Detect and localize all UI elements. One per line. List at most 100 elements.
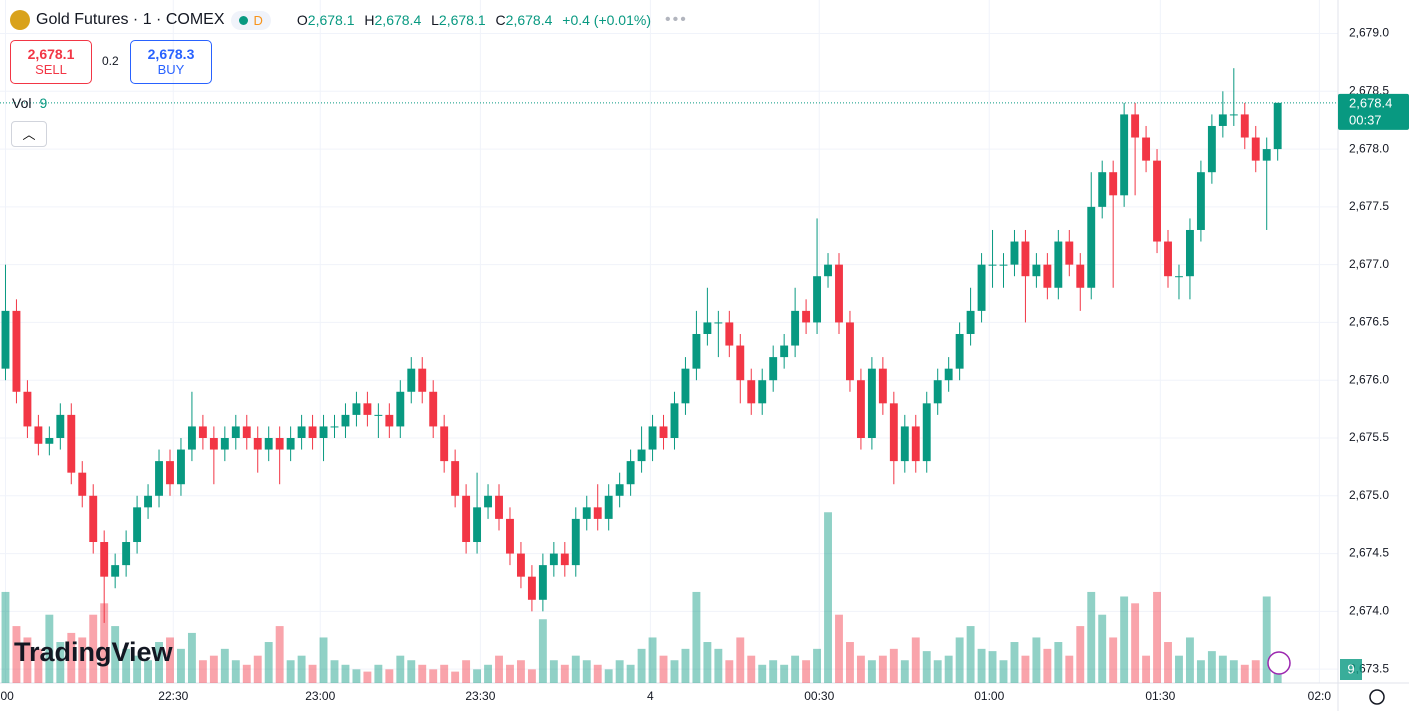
candle-body xyxy=(1196,172,1205,230)
candle-body xyxy=(516,553,525,577)
sell-label: SELL xyxy=(35,62,67,77)
candle-body xyxy=(67,414,76,473)
candle-body xyxy=(1087,206,1096,288)
candle-body xyxy=(527,576,536,600)
status-pill[interactable]: D xyxy=(230,10,271,30)
candle-body xyxy=(1251,137,1260,161)
volume-bar xyxy=(418,664,427,683)
volume-bar xyxy=(462,660,471,683)
candle-body xyxy=(1076,264,1085,288)
x-tick-label: 22:30 xyxy=(158,689,188,703)
candle-body xyxy=(495,495,503,519)
volume-bar xyxy=(286,660,295,683)
x-tick-label: 01:00 xyxy=(974,689,1004,703)
volume-bar xyxy=(1098,614,1107,683)
candle-body xyxy=(681,368,690,404)
volume-bar xyxy=(747,655,756,683)
symbol-title[interactable]: Gold Futures · 1 · COMEX xyxy=(36,11,225,28)
candle-body xyxy=(407,368,416,392)
candle-body xyxy=(56,414,65,438)
candle-body xyxy=(999,264,1008,266)
candle-body xyxy=(571,518,580,566)
candle-body xyxy=(45,437,54,444)
volume-bar xyxy=(846,642,854,683)
candle-body xyxy=(736,345,745,381)
volume-bar xyxy=(1010,642,1019,683)
candle-body xyxy=(802,310,811,323)
x-tick-label: 02:0 xyxy=(1308,689,1332,703)
volume-bar xyxy=(1043,648,1052,683)
candle-body xyxy=(1043,264,1052,288)
volume-bar xyxy=(1218,655,1227,683)
candle-body xyxy=(385,414,394,427)
candle-body xyxy=(1032,264,1041,277)
volume-bar xyxy=(12,626,21,683)
candle-body xyxy=(264,437,273,450)
volume-bar xyxy=(1142,655,1151,683)
ohlc-key: C xyxy=(495,12,506,28)
volume-badge: 9 xyxy=(1347,661,1354,676)
volume-bar xyxy=(889,648,898,683)
y-tick-label: 2,676.5 xyxy=(1349,315,1389,329)
volume-bar xyxy=(878,655,887,683)
candle-body xyxy=(1164,241,1172,277)
volume-bar xyxy=(791,655,800,683)
volume-bar xyxy=(911,637,920,683)
candle-body xyxy=(780,345,789,358)
candle-body xyxy=(1240,114,1249,138)
candle-body xyxy=(1109,172,1118,196)
change: +0.4 (+0.01%) xyxy=(562,12,651,28)
volume-bar xyxy=(100,603,109,683)
candle-body xyxy=(220,437,229,450)
candle-body xyxy=(560,553,569,566)
volume-bar xyxy=(363,671,372,683)
x-tick-label: :00 xyxy=(0,689,14,703)
volume-value: 9 xyxy=(39,95,48,111)
volume-bar xyxy=(593,664,602,683)
candle-body xyxy=(922,403,931,462)
candle-body xyxy=(878,368,887,404)
volume-bar xyxy=(725,660,734,683)
volume-bar xyxy=(1207,651,1216,683)
volume-bar xyxy=(330,660,339,683)
volume-bar xyxy=(1164,642,1172,683)
buy-button[interactable]: 2,678.3 BUY xyxy=(130,40,212,84)
candle-body xyxy=(1207,125,1216,173)
candle-body xyxy=(111,565,120,577)
volume-bar xyxy=(385,669,394,683)
candle-body xyxy=(1021,241,1030,277)
volume-bar xyxy=(429,669,438,683)
candle-body xyxy=(506,518,514,554)
candle-body xyxy=(275,437,284,450)
volume-bar xyxy=(1262,596,1271,683)
volume-bar xyxy=(955,637,964,683)
candle-body xyxy=(155,461,163,496)
volume-bar xyxy=(407,660,416,683)
collapse-button[interactable]: ︿ xyxy=(11,121,47,147)
volume-bar xyxy=(111,626,120,683)
sell-button[interactable]: 2,678.1 SELL xyxy=(10,40,92,84)
volume-bar xyxy=(473,669,482,683)
candle-body xyxy=(34,426,43,444)
candle-body xyxy=(308,426,317,438)
y-tick-label: 2,677.5 xyxy=(1349,199,1389,213)
candle-body xyxy=(23,391,32,427)
candle-body xyxy=(703,322,712,334)
candle-body xyxy=(1142,137,1151,161)
candle-body xyxy=(177,449,185,485)
candle-body xyxy=(593,507,602,519)
candle-body xyxy=(198,426,207,438)
volume-label: Vol xyxy=(12,95,32,111)
candle-body xyxy=(856,380,865,438)
spread: 0.2 xyxy=(102,54,119,68)
last-price-box xyxy=(1338,93,1409,130)
candle-body xyxy=(615,484,624,496)
ohlc-key: H xyxy=(364,12,375,28)
watermark: TradingView xyxy=(14,637,173,667)
volume-bar xyxy=(922,651,931,683)
more-button[interactable]: ••• xyxy=(665,11,688,28)
symbol-logo xyxy=(10,10,30,30)
volume-bar xyxy=(440,664,449,683)
ohlc: O2,678.1 H2,678.4 L2,678.1 C2,678.4 +0.4… xyxy=(291,12,651,28)
candle-body xyxy=(604,495,613,519)
